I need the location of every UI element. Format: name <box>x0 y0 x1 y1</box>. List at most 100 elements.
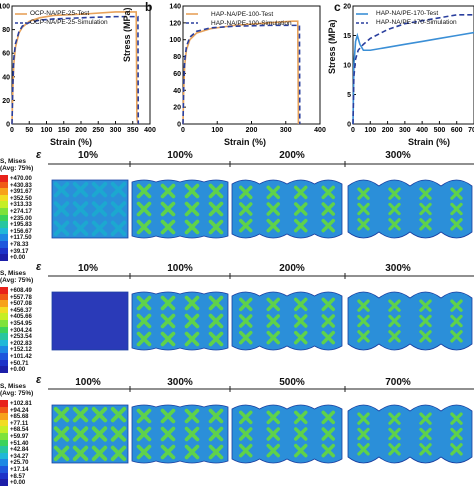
colorbar-value: +235.00 <box>10 215 32 222</box>
y-tick-label: 60 <box>2 51 10 58</box>
stress-cross <box>239 185 253 200</box>
y-tick-label: 40 <box>173 88 181 95</box>
colorbar-value: +25.70 <box>10 460 29 467</box>
panel-letter-b: b <box>145 0 153 14</box>
stress-cross <box>388 330 401 343</box>
stress-cross <box>53 426 70 442</box>
colorbar-value: +42.84 <box>10 447 29 454</box>
stress-cross <box>294 330 308 345</box>
stress-cross <box>294 314 308 328</box>
colorbar-swatch <box>0 320 8 327</box>
stress-cross <box>388 427 401 441</box>
strain-label-row3-3: 500% <box>279 377 305 388</box>
y-tick-label: 0 <box>177 122 181 129</box>
x-tick-label: 100 <box>364 127 376 134</box>
series-line-2 <box>182 24 301 125</box>
stress-cross <box>450 443 463 456</box>
colorbar-value: +102.81 <box>10 401 32 407</box>
deformed-specimen <box>231 179 343 239</box>
stress-cross <box>419 427 432 441</box>
x-tick-label: 400 <box>144 127 156 134</box>
stress-cross <box>388 412 401 425</box>
colorbar-value: +352.50 <box>10 195 32 202</box>
y-tick-label: 100 <box>169 37 181 44</box>
stress-cross <box>184 201 200 217</box>
colorbar-swatch <box>0 400 8 407</box>
colorbar-swatch <box>0 439 8 447</box>
colorbar-swatch <box>0 366 8 373</box>
legend-c-test: HAP-NA/PE-170-Test <box>376 10 439 17</box>
stress-cross <box>184 331 200 347</box>
y-tick-label: 140 <box>169 4 181 11</box>
stress-cross <box>208 331 224 347</box>
colorbar-value: +195.83 <box>10 222 32 229</box>
stress-cross <box>357 427 370 441</box>
y-tick-label: 60 <box>173 71 181 78</box>
colorbar-swatch <box>0 214 8 222</box>
stress-cross <box>266 314 280 328</box>
stress-cross <box>450 202 463 216</box>
stress-cross <box>450 330 463 343</box>
strain-label-row2-4: 300% <box>385 263 411 274</box>
y-tick-label: 0 <box>6 122 10 129</box>
stress-cross <box>266 443 280 458</box>
colorbar-value: +59.97 <box>10 434 29 440</box>
stress-cross <box>208 219 224 235</box>
deformed-specimen <box>347 179 473 239</box>
chart-c-xlabel: Strain (%) <box>408 137 451 147</box>
stress-cross <box>321 443 335 458</box>
stress-cross <box>136 201 152 217</box>
legend-b-test: HAP-NA/PE-100-Test <box>211 11 274 18</box>
stress-cross <box>321 314 335 328</box>
colorbar-swatch <box>0 175 8 182</box>
stress-cross <box>357 314 370 328</box>
colorbar1-title: S, Mises (Avg: 75%) <box>0 158 34 172</box>
stress-cross <box>239 297 253 312</box>
chart-a-xlabel: Strain (%) <box>50 137 93 147</box>
chart-b-ylabel: Stress (MPa) <box>122 7 132 62</box>
colorbar-swatch <box>0 466 8 473</box>
stress-cross <box>208 183 224 199</box>
stress-cross <box>294 297 308 312</box>
colorbar-value: +430.83 <box>10 182 32 189</box>
stress-cross <box>419 218 432 231</box>
stress-cross <box>450 314 463 328</box>
colorbar-swatch <box>0 234 8 241</box>
stress-cross <box>160 313 176 329</box>
y-tick-label: 5 <box>347 92 351 99</box>
stress-cross <box>239 410 253 425</box>
y-tick-label: 80 <box>2 27 10 34</box>
colorbar-value: +50.71 <box>10 360 29 367</box>
stress-cross <box>419 443 432 456</box>
colorbar2-title: S, Mises (Avg: 75%) <box>0 270 34 284</box>
stress-cross <box>321 185 335 200</box>
stress-cross <box>208 295 224 311</box>
stress-cross <box>266 202 280 216</box>
stress-cross <box>91 426 108 442</box>
x-tick-label: 50 <box>25 127 33 134</box>
colorbar-row2: +608.49 +557.78 +507.08 +456.37 +405.66 +354.… <box>0 287 40 377</box>
colorbar-swatch <box>0 313 8 320</box>
stress-cross <box>321 218 335 233</box>
stress-cross <box>266 410 280 425</box>
colorbar-swatch <box>0 241 8 248</box>
stress-cross <box>136 295 152 311</box>
strain-label-row1-1: 10% <box>77 150 98 161</box>
epsilon-label-row3: ε <box>36 374 42 386</box>
stress-cross <box>419 314 432 328</box>
colorbar-value: +304.24 <box>10 327 32 334</box>
colorbar-value: +39.17 <box>10 248 29 255</box>
stress-cross <box>266 297 280 312</box>
deformed-specimen <box>347 291 473 351</box>
stress-cross <box>72 181 89 198</box>
stress-cross <box>239 314 253 328</box>
stress-cross <box>419 202 432 216</box>
deformed-specimen <box>51 179 129 239</box>
colorbar-value: +152.12 <box>10 347 32 354</box>
colorbar-swatch <box>0 221 8 228</box>
x-tick-label: 600 <box>451 127 463 134</box>
chart-a: 0 50 100 150 200 250 300 350 400 0 20 40 60 80 100 <box>0 4 156 135</box>
stress-cross <box>388 187 401 200</box>
strain-label-row2-2: 100% <box>167 263 193 274</box>
colorbar-value: +8.57 <box>10 473 26 480</box>
